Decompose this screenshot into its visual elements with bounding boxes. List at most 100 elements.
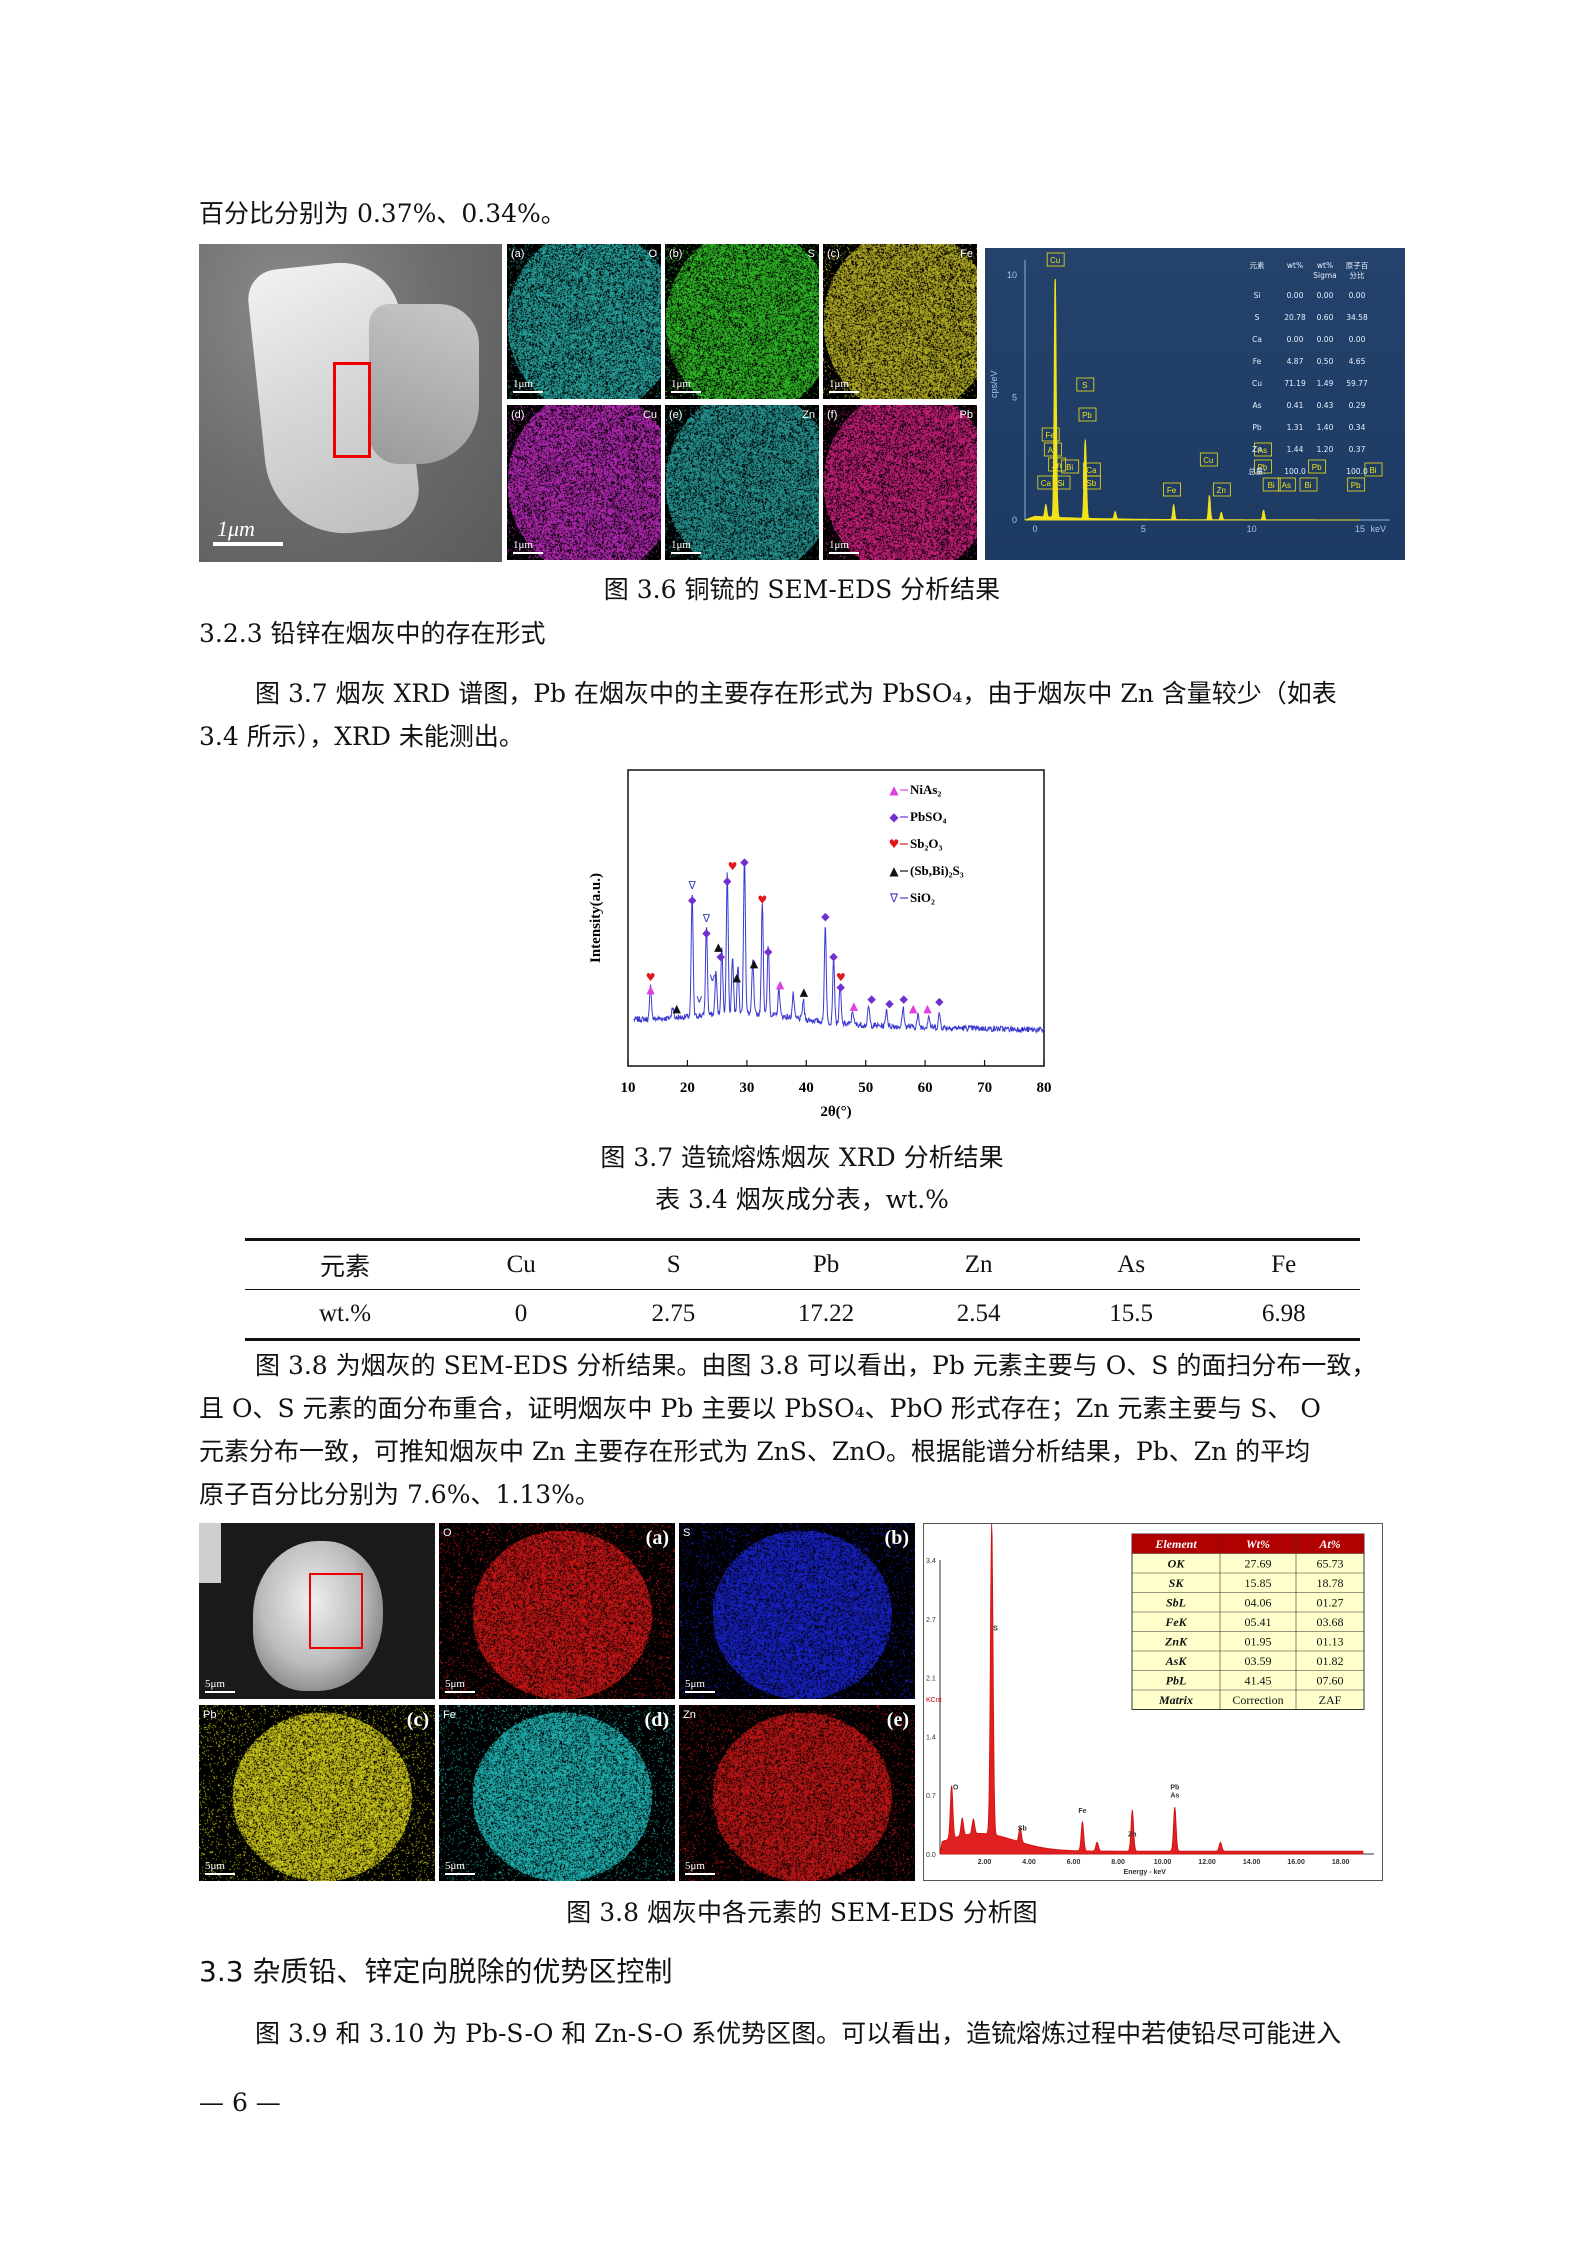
- eds-peak-label: Cu: [1050, 256, 1060, 265]
- eds-table-cell: 03.59: [1245, 1654, 1272, 1668]
- xrd-x-tick-label: 40: [799, 1080, 814, 1096]
- xrd-phase-marker: ♥: [836, 971, 846, 984]
- eds-label-box: [1262, 477, 1281, 492]
- eds-label-box: [1199, 452, 1218, 467]
- map-scale-label: 1μm: [513, 539, 543, 554]
- eds-table-cell: OK: [1168, 1557, 1186, 1571]
- sem-scale-label: 5μm: [205, 1678, 235, 1693]
- element-map-pb: (f) Pb 1μm: [823, 405, 977, 560]
- xrd-legend-label: Sb₂O₃: [910, 836, 942, 851]
- element-map-o: O (a) 5μm: [439, 1523, 675, 1699]
- eds-table-cell: 01.27: [1317, 1596, 1344, 1610]
- eds-label-box: [1277, 477, 1296, 492]
- map-element-label: S: [807, 248, 815, 260]
- map-element-label: O: [648, 248, 657, 260]
- eds-peak-label: Pb: [1082, 411, 1092, 420]
- element-map-zn: Zn (e) 5μm: [679, 1705, 915, 1881]
- eds-peak-label: S: [993, 1626, 998, 1633]
- paragraph-2-line-2: 且 O、S 元素的面分布重合，证明烟灰中 Pb 主要以 PbSO₄、PbO 形式…: [199, 1394, 1321, 1423]
- xrd-phase-marker: ◆: [885, 997, 894, 1010]
- figure-3-6-caption: 图 3.6 铜锍的 SEM-EDS 分析结果: [603, 575, 1001, 604]
- xrd-phase-marker: ▲: [714, 940, 723, 953]
- eds-table-cell: 0.00: [1349, 335, 1366, 344]
- map-letter: (b): [884, 1527, 909, 1549]
- section-heading-3-3: 3.3 杂质铅、锌定向脱除的优势区控制: [199, 1955, 673, 1988]
- element-map-pb: Pb (c) 5μm: [199, 1705, 435, 1881]
- eds-table-cell: Pb: [1252, 423, 1262, 432]
- table-data-cell: wt.%: [318, 1300, 372, 1327]
- eds-table-cell: 04.06: [1245, 1596, 1272, 1610]
- eds-table-cell: Fe: [1253, 357, 1262, 366]
- xrd-phase-marker: ◆: [740, 856, 749, 869]
- eds-peak-label: S: [1082, 381, 1087, 390]
- eds-table-cell: 20.78: [1284, 313, 1306, 322]
- xrd-x-tick-label: 50: [858, 1080, 873, 1096]
- map-element-label: Pb: [959, 409, 973, 421]
- eds-peak-label: Fe: [1167, 486, 1177, 495]
- xrd-legend-label: PbSO₄: [910, 809, 947, 824]
- eds-table-header: wt%: [1287, 261, 1303, 270]
- xrd-legend-symbol: ∇: [889, 891, 899, 905]
- xrd-x-tick-label: 30: [739, 1080, 754, 1096]
- eds-y-label: cps/eV: [989, 370, 999, 398]
- text-line-top: 百分比分别为 0.37%、0.34%。: [199, 199, 566, 228]
- eds-table-cell: 01.95: [1245, 1635, 1272, 1649]
- eds-x-tick: 0: [1032, 524, 1037, 534]
- eds-table-cell: 1.40: [1317, 423, 1334, 432]
- eds-label-box: [1347, 477, 1366, 492]
- table-data-cell: 15.5: [1109, 1300, 1154, 1327]
- eds-x-tick: 18.00: [1332, 1859, 1350, 1866]
- eds-x-tick: 14.00: [1243, 1859, 1261, 1866]
- xrd-phase-marker: ▲: [850, 999, 859, 1012]
- eds-label-box: [1061, 459, 1080, 474]
- eds-peak-label: Pb: [1170, 1784, 1179, 1791]
- sem-image-dust: 5μm: [199, 1523, 435, 1699]
- paragraph-2-line-4: 原子百分比分别为 7.6%、1.13%。: [199, 1480, 600, 1509]
- eds-spectrum-trace: [1024, 278, 1360, 521]
- eds-table-cell: Matrix: [1158, 1693, 1193, 1707]
- eds-table-cell: 0.00: [1317, 291, 1334, 300]
- eds-table-cell: FeK: [1164, 1615, 1187, 1629]
- xrd-phase-marker: ▲: [672, 1002, 681, 1015]
- eds-y-tick: 2.1: [926, 1676, 936, 1683]
- eds-x-tick: 15: [1355, 524, 1365, 534]
- eds-table-cell: 71.19: [1284, 379, 1306, 388]
- eds-y-tick: 10: [1007, 270, 1017, 280]
- eds-label-box: [1212, 482, 1231, 497]
- map-scale-label: 1μm: [671, 539, 701, 554]
- xrd-x-tick-label: 10: [621, 1080, 636, 1096]
- map-element-label: Zn: [683, 1709, 696, 1721]
- eds-table-header: wt%: [1317, 261, 1333, 270]
- table-data-cell: 0: [514, 1300, 528, 1327]
- sem-image-copper-matte: 1μm: [199, 244, 502, 562]
- eds-peak-label: Bi: [1304, 481, 1311, 490]
- table-header-cell: 元素: [319, 1254, 370, 1281]
- eds-table-header: Sigma: [1313, 271, 1337, 280]
- eds-spectrum-trace: [939, 1524, 1364, 1855]
- xrd-x-label: 2θ(°): [820, 1104, 851, 1120]
- eds-table-header: Element: [1154, 1537, 1197, 1551]
- table-3-4-caption: 表 3.4 烟灰成分表，wt.%: [655, 1185, 949, 1214]
- table-header-cell: Zn: [964, 1251, 993, 1278]
- xrd-phase-marker: ▲: [750, 957, 759, 970]
- eds-label-box: [1308, 459, 1327, 474]
- xrd-phase-marker: ◆: [837, 981, 846, 994]
- eds-peak-label: Fe: [1078, 1808, 1086, 1815]
- map-scale-label: 1μm: [671, 378, 701, 393]
- xrd-legend-label: (Sb,Bi)₂S₃: [910, 863, 964, 878]
- figure-3-8: 5μm O (a) 5μm S (b) 5μm Pb (c) 5μm Fe (d) 5μm Zn (e) 5…: [199, 1523, 1383, 1881]
- eds-label-box: [1046, 252, 1065, 267]
- eds-table-cell: 27.69: [1245, 1557, 1272, 1571]
- figure-3-6: 1μm (a) O 1μm (b) S 1μm (c) Fe 1μm (d) Cu 1μm (e) Zn 1…: [199, 244, 1405, 562]
- sem-scale-label: 1μm: [217, 516, 255, 541]
- eds-peak-label: Bi: [1066, 463, 1073, 472]
- eds-table-cell: Si: [1254, 291, 1261, 300]
- eds-table-cell: 59.77: [1346, 379, 1368, 388]
- eds-table-cell: Ca: [1252, 335, 1262, 344]
- eds-peak-label: Sb: [1018, 1825, 1027, 1832]
- eds-table-header: 元素: [1250, 260, 1266, 270]
- eds-peak-label: As: [1282, 481, 1291, 490]
- eds-table-cell: 总量:: [1248, 466, 1266, 476]
- map-letter: (e): [669, 409, 683, 421]
- eds-label-box: [1254, 442, 1272, 457]
